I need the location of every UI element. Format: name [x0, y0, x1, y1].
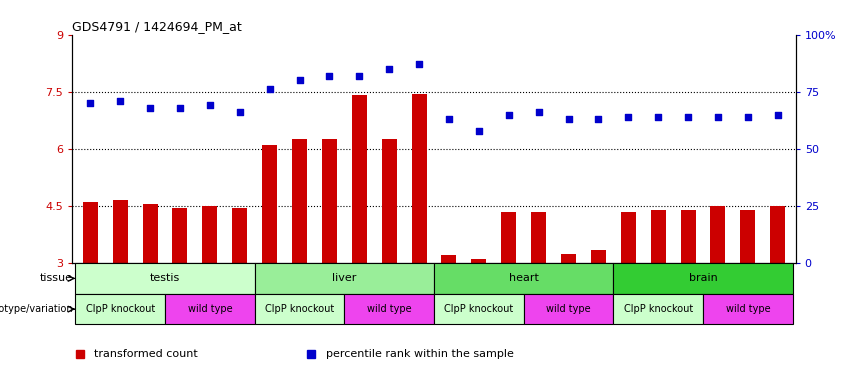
Point [173, 104, 186, 111]
Bar [471, 259, 486, 263]
Text: ClpP knockout: ClpP knockout [86, 304, 155, 314]
Bar [76, 263, 254, 294]
Point [502, 111, 516, 118]
Bar [112, 200, 128, 263]
Bar [591, 250, 606, 263]
Point [682, 114, 695, 120]
Text: wild type: wild type [726, 304, 770, 314]
Text: ClpP knockout: ClpP knockout [265, 304, 334, 314]
Bar [262, 145, 277, 263]
Text: genotype/variation: genotype/variation [0, 304, 73, 314]
Bar [621, 212, 636, 263]
Bar [345, 294, 434, 324]
Bar [434, 294, 523, 324]
Bar [173, 208, 187, 263]
Point [591, 116, 605, 122]
Point [143, 104, 157, 111]
Point [113, 98, 127, 104]
Point [443, 116, 456, 122]
Point [651, 114, 665, 120]
Point [382, 66, 396, 72]
Point [83, 100, 97, 106]
Point [771, 111, 785, 118]
Point [352, 73, 366, 79]
Text: wild type: wild type [546, 304, 591, 314]
Text: testis: testis [150, 273, 180, 283]
Point [203, 102, 217, 108]
Point [293, 77, 306, 83]
Bar [651, 210, 665, 263]
Bar [412, 94, 426, 263]
Bar [614, 263, 792, 294]
Text: GDS4791 / 1424694_PM_at: GDS4791 / 1424694_PM_at [72, 20, 242, 33]
Bar [442, 255, 456, 263]
Bar [165, 294, 254, 324]
Bar [203, 206, 217, 263]
Point [263, 86, 277, 93]
Bar [292, 139, 307, 263]
Point [741, 114, 755, 120]
Text: percentile rank within the sample: percentile rank within the sample [325, 349, 513, 359]
Bar [501, 212, 517, 263]
Bar [703, 294, 792, 324]
Bar [523, 294, 614, 324]
Bar [351, 96, 367, 263]
Bar [614, 294, 703, 324]
Bar [83, 202, 98, 263]
Bar [561, 253, 576, 263]
Text: transformed count: transformed count [94, 349, 197, 359]
Bar [143, 204, 157, 263]
Point [711, 114, 725, 120]
Point [532, 109, 545, 115]
Point [562, 116, 575, 122]
Bar [76, 294, 165, 324]
Point [233, 109, 247, 115]
Text: brain: brain [688, 273, 717, 283]
Bar [232, 208, 247, 263]
Point [412, 61, 426, 67]
Bar [434, 263, 614, 294]
Bar [254, 294, 345, 324]
Bar [531, 212, 546, 263]
Text: wild type: wild type [367, 304, 412, 314]
Bar [770, 206, 785, 263]
Point [323, 73, 336, 79]
Text: wild type: wild type [187, 304, 232, 314]
Point [621, 114, 635, 120]
Text: heart: heart [509, 273, 539, 283]
Text: ClpP knockout: ClpP knockout [444, 304, 513, 314]
Text: tissue: tissue [40, 273, 73, 283]
Text: ClpP knockout: ClpP knockout [624, 304, 693, 314]
Bar [740, 210, 756, 263]
Text: liver: liver [332, 273, 357, 283]
Bar [681, 210, 695, 263]
Point [472, 127, 486, 134]
Bar [254, 263, 434, 294]
Bar [711, 206, 725, 263]
Bar [382, 139, 397, 263]
Bar [322, 139, 337, 263]
